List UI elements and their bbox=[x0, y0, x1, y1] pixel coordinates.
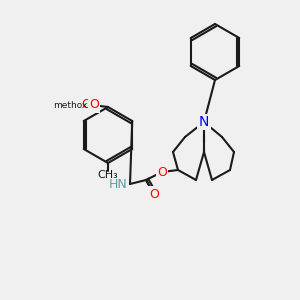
Text: methoxy: methoxy bbox=[53, 100, 93, 109]
Text: O: O bbox=[149, 188, 159, 200]
Text: O: O bbox=[89, 98, 99, 112]
Text: O: O bbox=[157, 166, 167, 178]
Text: HN: HN bbox=[108, 178, 127, 190]
Text: CH₃: CH₃ bbox=[98, 170, 118, 180]
Text: N: N bbox=[199, 115, 209, 129]
Text: O: O bbox=[81, 98, 91, 112]
